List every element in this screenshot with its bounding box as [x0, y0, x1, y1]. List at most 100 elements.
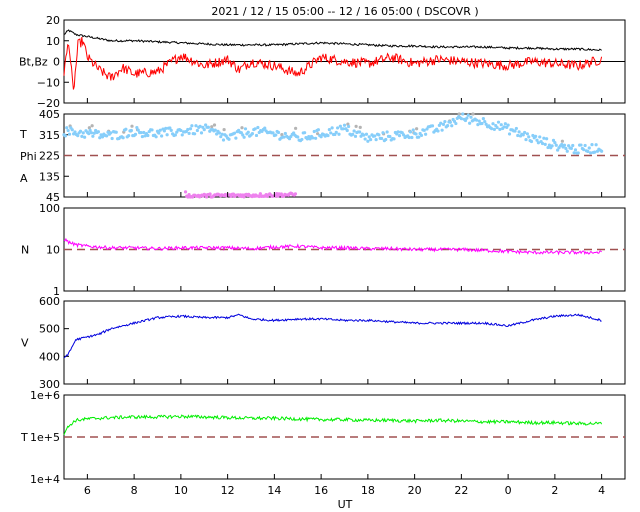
data-point-gap [222, 127, 226, 132]
data-point [193, 132, 197, 136]
data-point [188, 127, 193, 131]
data-point [414, 132, 418, 136]
data-point [256, 125, 260, 130]
data-point [63, 134, 67, 138]
panel-1: 20 10 0 −10 −20 Bt,Bz [19, 14, 626, 110]
data-point [543, 142, 547, 147]
panels-group: 20100−10−20Bt,Bz40531522513545TPhiA10010… [19, 14, 626, 486]
series-1 [62, 112, 604, 155]
data-point [165, 133, 169, 137]
data-point [556, 148, 560, 152]
data-point [308, 137, 312, 141]
data-point [257, 194, 261, 199]
data-point [569, 146, 573, 150]
data-point [300, 137, 304, 142]
data-point-gap [294, 126, 298, 130]
x-axis-label: UT [338, 498, 353, 511]
y-tick-label: 500 [39, 323, 60, 336]
data-point [589, 151, 593, 155]
data-point [242, 135, 246, 139]
data-point [127, 134, 131, 138]
data-point [495, 125, 499, 130]
data-point [345, 128, 349, 133]
data-point [183, 190, 188, 194]
data-point [232, 131, 237, 135]
y-tick-label: 1e+4 [30, 473, 60, 486]
data-point [80, 134, 84, 138]
data-point [139, 130, 143, 135]
data-point [430, 124, 435, 128]
data-point [411, 128, 415, 132]
data-point [274, 133, 278, 137]
y-tick-label: 405 [39, 108, 60, 121]
data-point-gap [280, 133, 284, 137]
data-point [133, 132, 138, 136]
data-point [241, 133, 245, 137]
data-point [491, 122, 495, 126]
data-point [446, 124, 450, 128]
series-line-1 [63, 313, 602, 359]
data-point [492, 127, 496, 131]
data-point [422, 128, 426, 132]
data-point [140, 134, 144, 139]
data-point [293, 192, 298, 196]
data-point [88, 128, 92, 132]
y-tick-label: 0 [53, 56, 60, 69]
data-point [521, 133, 525, 137]
data-point [516, 133, 520, 138]
data-point [276, 130, 281, 135]
data-point [496, 120, 501, 124]
data-point [358, 130, 362, 134]
data-point [490, 127, 494, 131]
data-point [576, 151, 580, 155]
data-point [590, 143, 594, 147]
y-tick-label: 10 [46, 244, 60, 257]
y-axis-label: Phi [20, 150, 37, 163]
data-point [208, 192, 212, 196]
data-point [150, 128, 154, 132]
data-point [573, 148, 578, 152]
data-point [461, 112, 465, 116]
data-point [164, 126, 168, 130]
data-point-gap [212, 123, 217, 127]
data-point [448, 120, 452, 124]
data-point [206, 125, 210, 129]
data-point [353, 134, 358, 138]
data-point [384, 137, 388, 142]
data-point [381, 131, 385, 135]
data-point [587, 146, 591, 150]
data-point [292, 131, 296, 135]
data-point [319, 135, 323, 139]
data-point [363, 137, 367, 141]
data-point [562, 143, 567, 147]
data-point [380, 136, 384, 141]
data-point [463, 118, 468, 123]
data-point [524, 137, 528, 142]
data-point [243, 127, 248, 131]
data-point [91, 134, 95, 138]
data-point [465, 116, 469, 120]
y-tick-label: 1e+5 [30, 431, 60, 444]
data-point [129, 128, 133, 133]
data-point [498, 127, 502, 131]
data-point [554, 143, 558, 147]
data-point [513, 129, 517, 133]
data-point [483, 119, 487, 124]
data-point [564, 146, 568, 151]
data-point [312, 129, 316, 134]
data-point [410, 135, 414, 140]
y-tick-label: 600 [39, 295, 60, 308]
data-point [507, 132, 512, 136]
data-point [199, 131, 204, 135]
data-point [373, 134, 377, 138]
data-point [186, 195, 190, 199]
data-point [92, 131, 96, 135]
data-point [529, 139, 534, 144]
data-point [187, 192, 191, 197]
data-point [121, 136, 125, 140]
data-point-gap [457, 112, 461, 116]
data-point [342, 123, 347, 127]
data-point [316, 128, 320, 132]
data-point [572, 151, 576, 155]
data-point [474, 118, 479, 122]
